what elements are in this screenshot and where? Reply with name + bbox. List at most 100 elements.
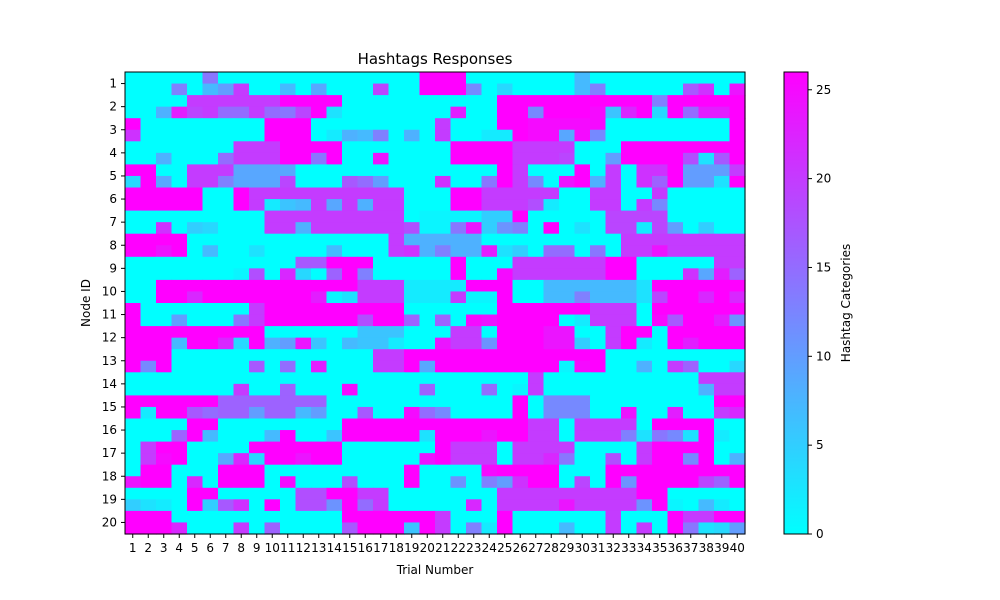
heatmap-cell [605,395,622,408]
heatmap-cell [404,233,421,246]
heatmap-cell [683,326,700,339]
heatmap-cell [481,175,498,189]
heatmap-cell [497,349,514,362]
heatmap-cell [683,187,700,200]
heatmap-cell [512,95,529,108]
heatmap-cell [218,83,235,96]
heatmap-cell [605,279,622,293]
heatmap-cell [543,222,560,235]
heatmap-cell [156,464,173,477]
heatmap-cell [574,106,591,119]
heatmap-cell [543,106,560,119]
heatmap-cell [667,291,684,304]
heatmap-cell [574,222,591,235]
heatmap-cell [466,175,483,189]
heatmap-cell [621,464,638,477]
heatmap-cell [574,72,591,85]
heatmap-cell [636,95,653,108]
heatmap-cell [171,418,188,431]
heatmap-cell [249,233,266,246]
heatmap-cell [512,441,529,454]
heatmap-cell [125,510,142,524]
heatmap-cell [683,222,700,235]
heatmap-cell [543,233,560,246]
heatmap-cell [233,406,250,420]
heatmap-cell [481,430,498,443]
heatmap-cell [249,256,266,269]
heatmap-cell [404,464,421,477]
heatmap-cell [388,72,405,85]
heatmap-cell [528,118,545,131]
heatmap-cell [698,210,715,223]
heatmap-cell [528,291,545,304]
heatmap-cell [481,464,498,477]
heatmap-cell [388,164,405,177]
heatmap-cell [652,129,669,142]
heatmap-cell [450,152,467,165]
heatmap-cell [202,418,219,431]
x-tick-label: 23 [466,541,481,555]
x-tick-label: 24 [482,541,497,555]
heatmap-cell [326,95,343,108]
heatmap-cell [357,129,374,142]
heatmap-cell [528,418,545,431]
heatmap-cell [528,372,545,385]
heatmap-cell [218,164,235,177]
heatmap-cell [419,499,436,512]
heatmap-cell [311,418,328,431]
heatmap-cell [559,83,576,96]
heatmap-cell [481,95,498,108]
heatmap-cell [559,372,576,385]
heatmap-cell [342,430,359,443]
heatmap-cell [171,360,188,373]
heatmap-cell [512,72,529,85]
heatmap-cell [187,395,204,408]
heatmap-cell [667,279,684,293]
heatmap-cell [156,245,173,258]
heatmap-cell [125,83,142,96]
heatmap-cell [280,291,297,304]
heatmap-cell [404,199,421,212]
heatmap-cell [450,406,467,420]
heatmap-cell [171,106,188,119]
heatmap-cell [202,510,219,524]
heatmap-cell [140,175,157,189]
heatmap-cell [512,129,529,142]
heatmap-cell [590,372,607,385]
heatmap-cell [450,383,467,396]
heatmap-cell [667,95,684,108]
heatmap-cell [683,314,700,327]
heatmap-cell [125,199,142,212]
heatmap-cell [636,418,653,431]
heatmap-cell [497,395,514,408]
heatmap-cell [698,129,715,142]
heatmap-cell [295,141,312,154]
heatmap-cell [233,106,250,119]
heatmap-cell [481,268,498,281]
heatmap-cell [466,383,483,396]
x-tick-label: 39 [714,541,729,555]
heatmap-cell [497,210,514,223]
heatmap-cell [652,372,669,385]
heatmap-cell [187,487,204,500]
heatmap-cell [435,118,452,131]
heatmap-cell [621,476,638,489]
heatmap-cell [342,187,359,200]
heatmap-cell [171,453,188,466]
x-tick-label: 5 [191,541,199,555]
heatmap-cell [574,164,591,177]
heatmap-cell [590,233,607,246]
heatmap-cell [481,337,498,350]
heatmap-cell [590,210,607,223]
heatmap-cell [156,72,173,85]
heatmap-cell [280,499,297,512]
heatmap-cell [264,487,281,500]
heatmap-cell [233,268,250,281]
heatmap-cell [512,326,529,339]
heatmap-cell [683,464,700,477]
heatmap-cell [466,476,483,489]
heatmap-cell [683,441,700,454]
heatmap-cell [264,152,281,165]
heatmap-cell [698,510,715,524]
heatmap-cell [652,279,669,293]
